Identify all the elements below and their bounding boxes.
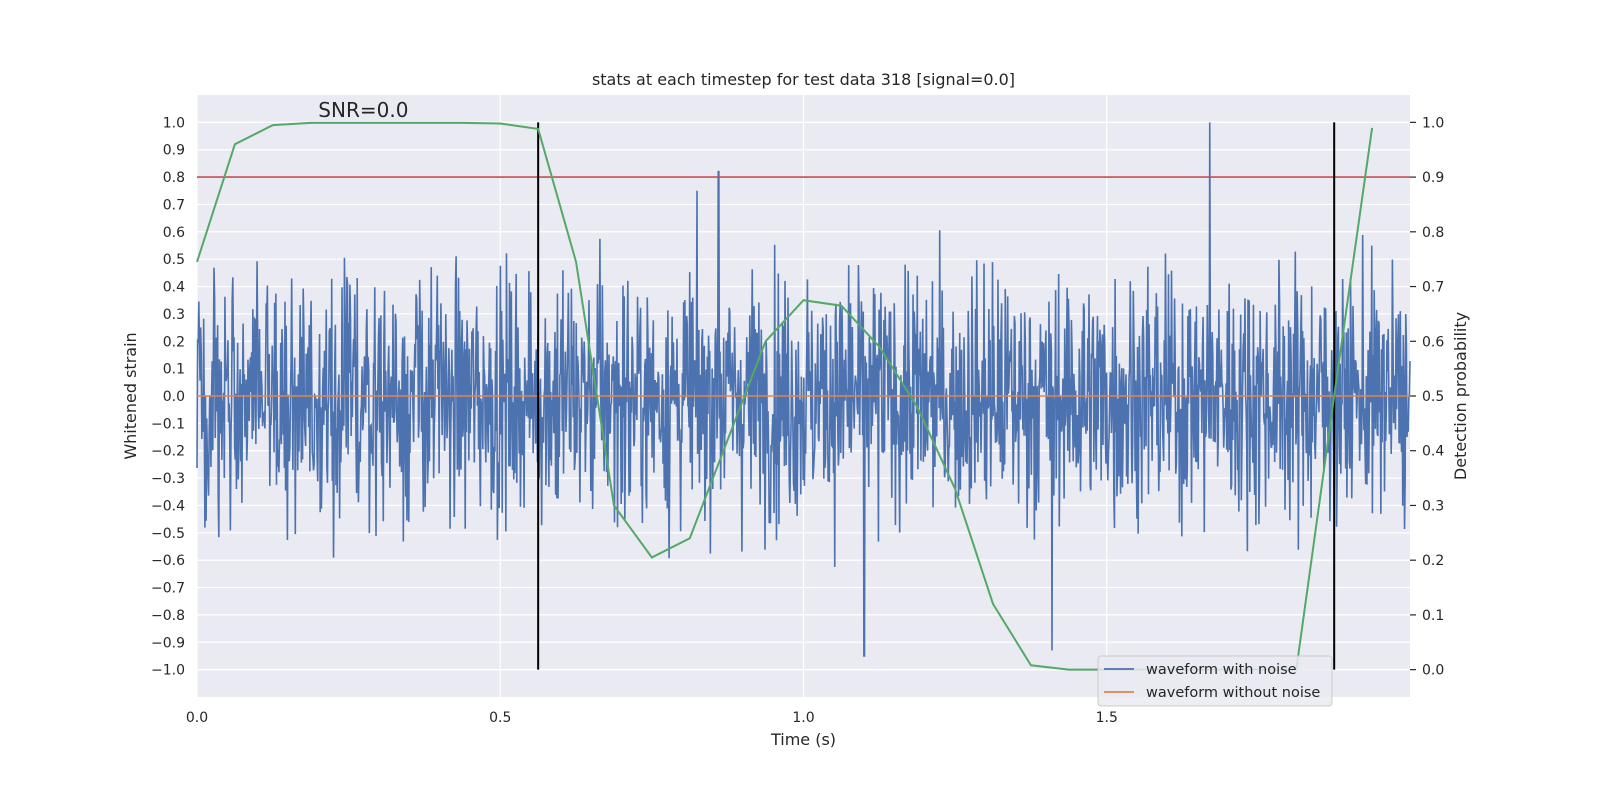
y-tick-label-left: 0.4 [163, 280, 185, 296]
legend-entry-clean: waveform without noise [1146, 685, 1320, 701]
y-tick-label-left: 0.0 [163, 389, 185, 405]
y-tick-label-right: 0.0 [1422, 663, 1444, 679]
y-tick-label-left: −0.6 [151, 553, 185, 569]
legend: waveform with noise waveform without noi… [1097, 655, 1333, 707]
y-tick-label-left: −0.9 [151, 635, 185, 651]
y-tick-label-left: −0.7 [151, 581, 185, 597]
y-tick-label-right: 0.9 [1422, 170, 1444, 186]
y-tick-label-left: 0.3 [163, 307, 185, 323]
y-tick-label-left: 0.7 [163, 197, 185, 213]
snr-annotation: SNR=0.0 [318, 98, 408, 122]
y-tick-label-left: 0.9 [163, 143, 185, 159]
y-tick-label-left: −1.0 [151, 663, 185, 679]
y-axis-label-right: Detection probability [1451, 312, 1470, 480]
y-tick-label-right: 0.7 [1422, 280, 1444, 296]
axes-layer: 0.0 0.5 1.0 1.5 1.0 0.9 0.8 0.7 0.6 0.5 0.4 0.3 0.2 0… [151, 115, 1444, 726]
y-tick-label-left: 0.6 [163, 225, 185, 241]
y-tick-label-left: 0.8 [163, 170, 185, 186]
series-waveform-with-noise [196, 122, 1411, 657]
y-tick-label-left: 0.5 [163, 252, 185, 268]
y-axis-label-left: Whitened strain [121, 332, 140, 459]
y-tick-label-left: −0.2 [151, 444, 185, 460]
y-tick-label-left: −0.1 [151, 416, 185, 432]
y-tick-label-left: −0.8 [151, 608, 185, 624]
y-tick-label-left: −0.3 [151, 471, 185, 487]
y-tick-label-left: 0.2 [163, 334, 185, 350]
y-tick-label-right: 0.3 [1422, 498, 1444, 514]
y-tick-label-left: −0.4 [151, 498, 185, 514]
y-tick-label-left: −0.5 [151, 526, 185, 542]
y-tick-label-left: 0.1 [163, 362, 185, 378]
chart-title: stats at each timestep for test data 318… [592, 70, 1015, 89]
y-tick-label-right: 0.6 [1422, 334, 1444, 350]
x-tick-label: 1.5 [1096, 710, 1118, 726]
y-tick-label-right: 1.0 [1422, 115, 1444, 131]
y-tick-label-right: 0.8 [1422, 225, 1444, 241]
legend-box [1097, 655, 1333, 707]
x-tick-label: 0.5 [489, 710, 511, 726]
y-tick-label-left: 1.0 [163, 115, 185, 131]
legend-entry-noisy: waveform with noise [1146, 662, 1297, 678]
y-tick-label-right: 0.5 [1422, 389, 1444, 405]
y-tick-label-right: 0.1 [1422, 608, 1444, 624]
x-axis-label: Time (s) [770, 730, 836, 749]
x-tick-label: 0.0 [186, 710, 208, 726]
x-tick-label: 1.0 [792, 710, 814, 726]
y-tick-label-right: 0.2 [1422, 553, 1444, 569]
y-tick-label-right: 0.4 [1422, 444, 1444, 460]
